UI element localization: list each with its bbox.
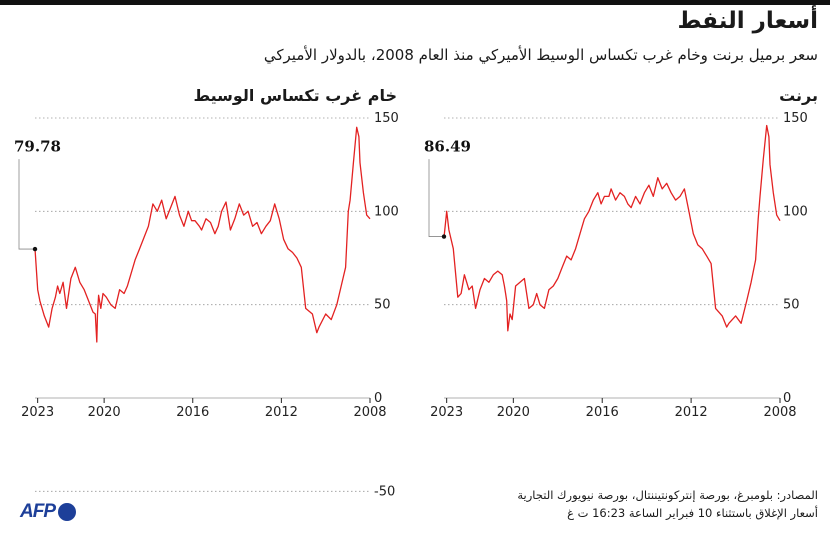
page-title: أسعار النفط bbox=[677, 8, 818, 34]
last-value-label: 86.49 bbox=[424, 138, 471, 156]
y-tick-label: 0 bbox=[374, 391, 382, 406]
last-value-leader bbox=[18, 159, 35, 250]
y-tick-label: 0 bbox=[783, 391, 791, 406]
x-tick-label: 2012 bbox=[675, 405, 708, 420]
y-tick-label: 100 bbox=[374, 204, 399, 219]
sources-note: المصادر: بلومبرغ، بورصة إنتركونتيننتال، … bbox=[517, 486, 818, 522]
top-rule bbox=[0, 0, 830, 5]
brent-panel-title: برنت bbox=[779, 86, 818, 105]
afp-logo-text: AFP bbox=[20, 501, 56, 522]
y-tick-label: -50 bbox=[374, 484, 395, 499]
last-value-dot bbox=[441, 234, 447, 239]
last-value-leader bbox=[428, 159, 444, 237]
y-tick-label: 50 bbox=[374, 298, 391, 313]
x-tick-label: 2023 bbox=[21, 405, 54, 420]
x-tick-label: 2008 bbox=[763, 405, 796, 420]
afp-logo: AFP bbox=[20, 501, 76, 523]
last-value-dot bbox=[32, 246, 38, 252]
x-tick-label: 2016 bbox=[586, 405, 619, 420]
sources-line: المصادر: بلومبرغ، بورصة إنتركونتيننتال، … bbox=[517, 488, 818, 502]
x-tick-label: 2016 bbox=[176, 405, 209, 420]
y-tick-label: 150 bbox=[783, 111, 808, 126]
x-tick-label: 2008 bbox=[353, 405, 386, 420]
x-tick-label: 2023 bbox=[430, 405, 463, 420]
y-tick-label: 50 bbox=[783, 298, 800, 313]
y-tick-label: 150 bbox=[374, 111, 399, 126]
x-tick-label: 2012 bbox=[265, 405, 298, 420]
wti-chart: -50 0 50 100 150 2008 2012 2016 2020 2023 79.78 bbox=[14, 111, 399, 499]
price-series-line bbox=[443, 124, 781, 332]
last-value-label: 79.78 bbox=[14, 138, 61, 156]
x-tick-label: 2020 bbox=[497, 405, 530, 420]
page-subtitle: سعر برميل برنت وخام غرب تكساس الوسيط الأ… bbox=[263, 46, 818, 64]
wti-panel-title: خام غرب تكساس الوسيط bbox=[193, 86, 397, 105]
price-series-line bbox=[34, 126, 371, 343]
y-tick-label: 100 bbox=[783, 204, 808, 219]
x-tick-label: 2020 bbox=[88, 405, 121, 420]
brent-chart: 0 50 100 150 2008 2012 2016 2020 2023 86.49 bbox=[424, 111, 808, 420]
closing-note-line: أسعار الإغلاق باستثناء 10 فبراير الساعة … bbox=[567, 506, 818, 520]
afp-logo-dot-icon bbox=[58, 503, 76, 521]
